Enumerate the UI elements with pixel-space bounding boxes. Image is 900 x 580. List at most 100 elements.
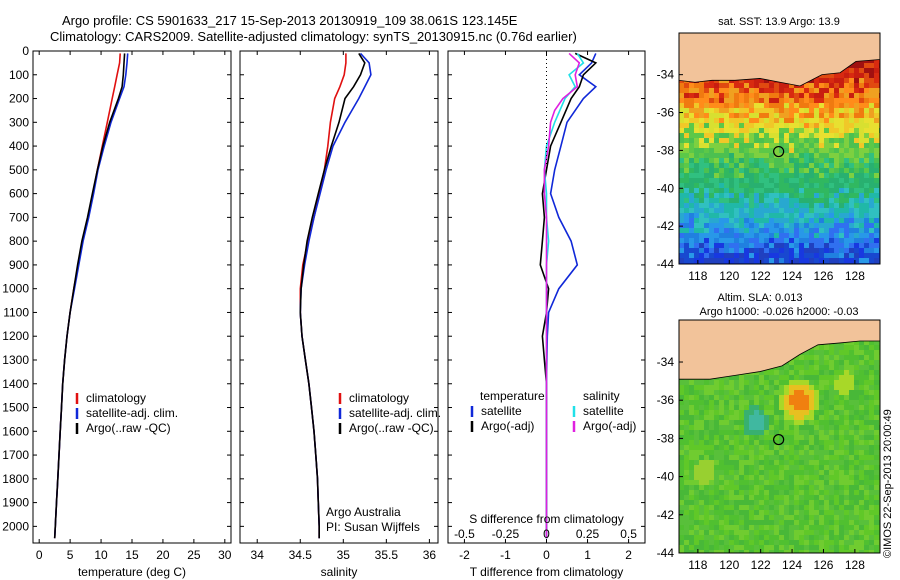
sst_map-cell bbox=[764, 238, 769, 243]
sla_map-cell bbox=[874, 510, 879, 515]
salinity-xtick-label: 34 bbox=[251, 548, 265, 562]
sla_map-cell bbox=[794, 455, 799, 460]
sst_map-cell bbox=[704, 103, 709, 108]
sst_map-cell bbox=[769, 213, 774, 218]
sla_map-cell bbox=[704, 400, 709, 405]
sla_map-cell bbox=[719, 475, 724, 480]
sla_map-cell bbox=[819, 490, 824, 495]
sla_map-cell bbox=[869, 455, 874, 460]
sst_map-cell bbox=[749, 253, 754, 258]
sst_map-cell bbox=[769, 98, 774, 103]
sla_map-cell bbox=[714, 535, 719, 540]
sla_map-cell bbox=[814, 545, 819, 550]
sst_map-cell bbox=[699, 198, 704, 203]
sla_map-cell bbox=[739, 490, 744, 495]
sla_map-cell bbox=[739, 535, 744, 540]
sla_map-cell bbox=[819, 405, 824, 410]
sla_map-cell bbox=[799, 515, 804, 520]
sst_map-cell bbox=[784, 253, 789, 258]
sst_map-cell bbox=[754, 83, 759, 88]
sla_map-cell bbox=[819, 430, 824, 435]
sla_map-cell bbox=[809, 400, 814, 405]
sst_map-cell bbox=[704, 203, 709, 208]
sst_map-cell bbox=[764, 128, 769, 133]
sst_map-cell bbox=[699, 88, 704, 93]
sst_map-cell bbox=[759, 113, 764, 118]
sst_map-cell bbox=[844, 78, 849, 83]
sla_map-cell bbox=[759, 395, 764, 400]
sst_map-cell bbox=[749, 128, 754, 133]
sla_map-cell bbox=[689, 385, 694, 390]
sla_map-cell bbox=[799, 475, 804, 480]
sst_map-cell bbox=[854, 258, 859, 263]
sst_map-cell bbox=[689, 133, 694, 138]
sla_map-cell bbox=[799, 430, 804, 435]
sst_map: 118 120 122 124 126 128-34-36-38-40-42-44sat.… bbox=[657, 16, 881, 283]
sla_map-cell bbox=[699, 550, 704, 553]
sla_map-cell bbox=[744, 525, 749, 530]
sla_map-cell bbox=[714, 455, 719, 460]
sst_map-cell bbox=[834, 148, 839, 153]
sla_map-cell bbox=[864, 530, 869, 535]
sla_map-cell bbox=[809, 375, 814, 380]
sla_map-cell bbox=[864, 450, 869, 455]
sst_map-cell bbox=[834, 113, 839, 118]
sst_map-cell bbox=[709, 148, 714, 153]
sla_map-cell bbox=[689, 450, 694, 455]
sla_map-cell bbox=[824, 440, 829, 445]
sst_map-cell bbox=[829, 88, 834, 93]
sla_map-cell bbox=[824, 395, 829, 400]
sla_map-cell bbox=[729, 380, 734, 385]
sst_map-lat-label: -42 bbox=[657, 219, 675, 233]
sst_map-cell bbox=[684, 93, 689, 98]
sst_map-cell bbox=[679, 118, 684, 123]
sst_map-cell bbox=[709, 233, 714, 238]
sla_map-cell bbox=[784, 545, 789, 550]
sla_map-cell bbox=[834, 385, 839, 390]
sla_map-cell bbox=[734, 390, 739, 395]
sla_map-cell bbox=[729, 455, 734, 460]
sst_map-cell bbox=[749, 243, 754, 248]
sst_map-cell bbox=[754, 133, 759, 138]
sla_map-cell bbox=[844, 435, 849, 440]
temperature-xtick-label: 30 bbox=[218, 548, 232, 562]
sst_map-cell bbox=[829, 243, 834, 248]
sla_map-cell bbox=[799, 405, 804, 410]
sst_map-cell bbox=[844, 128, 849, 133]
sla_map-cell bbox=[749, 410, 754, 415]
sst_map-cell bbox=[874, 213, 879, 218]
sst_map-cell bbox=[824, 93, 829, 98]
sst_map-cell bbox=[704, 248, 709, 253]
sst_map-cell bbox=[844, 193, 849, 198]
sla_map-cell bbox=[844, 400, 849, 405]
sla_map-cell bbox=[794, 405, 799, 410]
sla_map-cell bbox=[779, 490, 784, 495]
salinity-series-line bbox=[299, 52, 366, 539]
sst_map-cell bbox=[834, 228, 839, 233]
sst_map-cell bbox=[699, 223, 704, 228]
sla_map-cell bbox=[719, 470, 724, 475]
sst_map-cell bbox=[854, 73, 859, 78]
sla_map-cell bbox=[844, 540, 849, 545]
sla_map-cell bbox=[824, 520, 829, 525]
sla_map-cell bbox=[859, 395, 864, 400]
sla_map-cell bbox=[864, 340, 869, 345]
sst_map-field bbox=[679, 33, 880, 264]
sla_map-cell bbox=[854, 350, 859, 355]
sla_map-cell bbox=[864, 505, 869, 510]
salinity-series-line bbox=[299, 53, 347, 539]
sla_map-cell bbox=[809, 550, 814, 553]
sst_map-cell bbox=[834, 83, 839, 88]
difference-xlabel: T difference from climatology bbox=[470, 565, 624, 579]
sla_map-cell bbox=[854, 505, 859, 510]
sla_map-cell bbox=[734, 475, 739, 480]
sst_map-cell bbox=[744, 178, 749, 183]
sst_map-cell bbox=[694, 118, 699, 123]
sla_map-cell bbox=[869, 410, 874, 415]
sla_map-cell bbox=[839, 430, 844, 435]
sla_map-cell bbox=[704, 550, 709, 553]
sla_map-cell bbox=[694, 530, 699, 535]
sst_map-cell bbox=[684, 233, 689, 238]
sst_map-cell bbox=[684, 168, 689, 173]
sla_map-cell bbox=[839, 425, 844, 430]
